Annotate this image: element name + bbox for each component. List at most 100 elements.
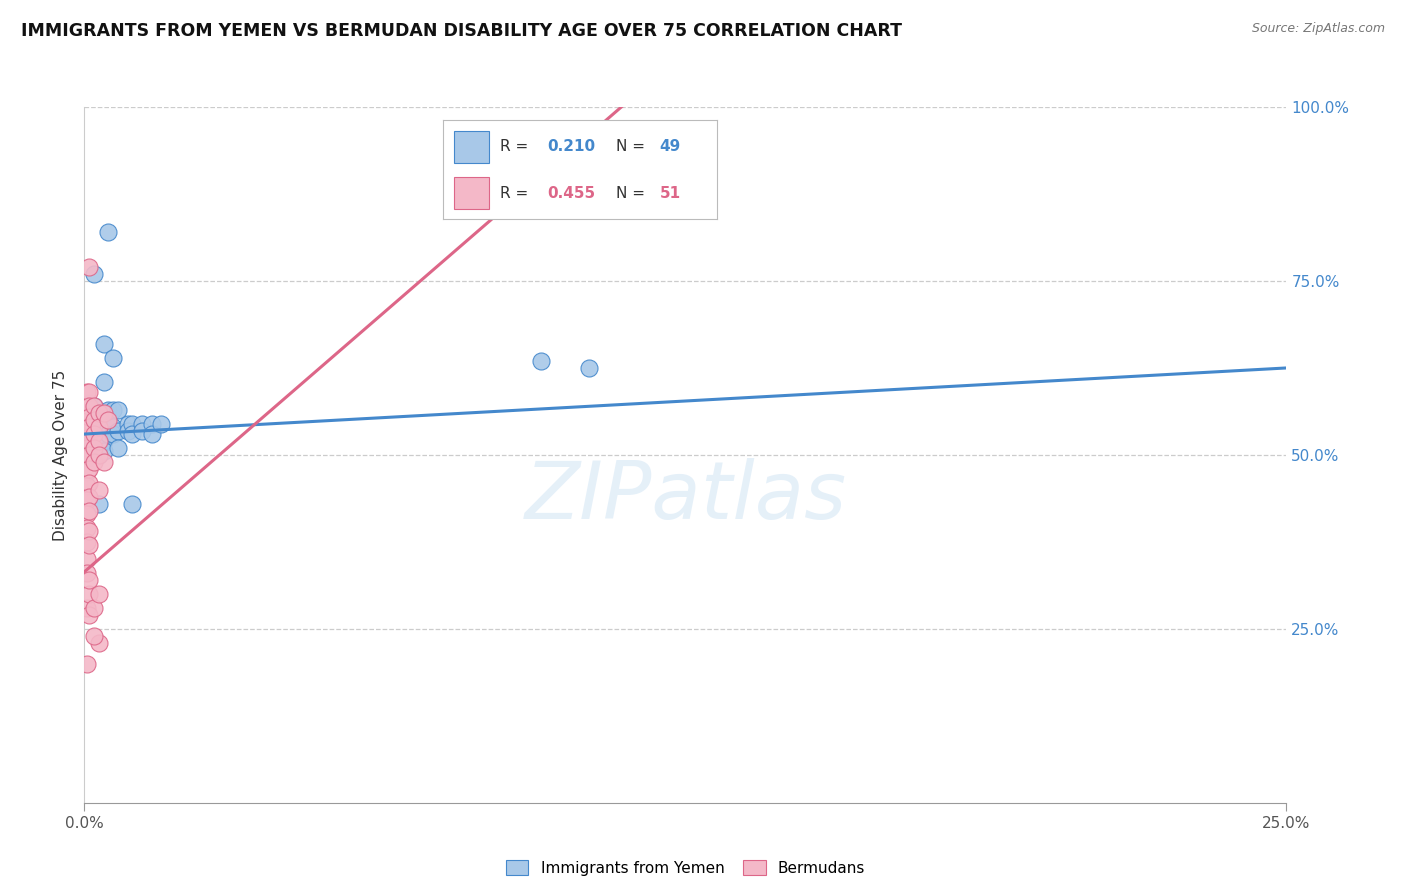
Point xyxy=(83,441,105,455)
Point xyxy=(77,503,100,517)
Point xyxy=(77,260,100,274)
Point xyxy=(103,402,125,417)
Text: Source: ZipAtlas.com: Source: ZipAtlas.com xyxy=(1251,22,1385,36)
Point xyxy=(83,399,105,413)
Point xyxy=(97,409,120,424)
Point xyxy=(83,267,105,281)
Point xyxy=(121,497,143,511)
FancyBboxPatch shape xyxy=(454,178,489,209)
Point xyxy=(93,444,115,458)
Point xyxy=(87,409,110,424)
Point xyxy=(76,451,98,466)
Point xyxy=(121,417,143,431)
Point xyxy=(107,402,129,417)
Text: IMMIGRANTS FROM YEMEN VS BERMUDAN DISABILITY AGE OVER 75 CORRELATION CHART: IMMIGRANTS FROM YEMEN VS BERMUDAN DISABI… xyxy=(21,22,903,40)
Point xyxy=(77,409,100,424)
Point xyxy=(83,427,105,442)
Point xyxy=(93,336,115,351)
Point xyxy=(77,420,100,434)
Point xyxy=(97,402,120,417)
Point xyxy=(121,427,143,442)
Point xyxy=(77,538,100,552)
Point xyxy=(77,396,100,410)
Point xyxy=(77,434,100,448)
Point xyxy=(76,399,98,413)
Point xyxy=(87,448,110,462)
Text: ZIPatlas: ZIPatlas xyxy=(524,458,846,536)
Point xyxy=(83,601,105,615)
Point xyxy=(77,399,100,413)
Text: N =: N = xyxy=(616,186,650,201)
Point xyxy=(93,424,115,438)
Point xyxy=(83,399,105,413)
FancyBboxPatch shape xyxy=(454,131,489,162)
Point xyxy=(76,521,98,535)
Point xyxy=(76,479,98,493)
Point xyxy=(77,607,100,622)
Point xyxy=(76,466,98,480)
Point xyxy=(76,493,98,508)
Point xyxy=(77,420,100,434)
Point xyxy=(76,413,98,427)
Point xyxy=(77,385,100,400)
Point xyxy=(131,424,153,438)
Y-axis label: Disability Age Over 75: Disability Age Over 75 xyxy=(53,369,69,541)
Point xyxy=(77,462,100,476)
Point xyxy=(87,497,110,511)
Point xyxy=(77,524,100,539)
Point xyxy=(77,434,100,448)
Point xyxy=(77,490,100,504)
Point xyxy=(131,417,153,431)
Point xyxy=(117,424,139,438)
Point xyxy=(578,360,600,375)
Text: N =: N = xyxy=(616,139,650,154)
Point xyxy=(77,475,100,490)
Point xyxy=(76,535,98,549)
Point xyxy=(103,427,125,442)
Point xyxy=(93,434,115,448)
Point xyxy=(76,385,98,400)
Point xyxy=(87,420,110,434)
Point xyxy=(93,455,115,469)
Text: R =: R = xyxy=(501,186,534,201)
Point xyxy=(107,441,129,455)
Point xyxy=(83,427,105,442)
Point xyxy=(83,455,105,469)
Point xyxy=(83,420,105,434)
Point xyxy=(530,354,553,368)
Point xyxy=(87,483,110,497)
Text: 0.210: 0.210 xyxy=(547,139,595,154)
Point xyxy=(76,601,98,615)
Point xyxy=(97,427,120,442)
Point xyxy=(77,409,100,424)
Point xyxy=(97,413,120,427)
Point xyxy=(117,417,139,431)
Point xyxy=(87,406,110,420)
Point xyxy=(76,552,98,566)
Point xyxy=(87,406,110,420)
Point xyxy=(76,507,98,521)
Point xyxy=(87,448,110,462)
Point xyxy=(83,413,105,427)
Point xyxy=(103,351,125,365)
Point xyxy=(77,587,100,601)
Point xyxy=(76,566,98,581)
Point xyxy=(76,420,98,434)
Point xyxy=(83,431,105,445)
Text: 51: 51 xyxy=(659,186,681,201)
Point xyxy=(103,420,125,434)
Point xyxy=(77,573,100,587)
Point xyxy=(77,427,100,442)
Point xyxy=(93,375,115,389)
Point xyxy=(76,431,98,445)
Text: 49: 49 xyxy=(659,139,681,154)
Point xyxy=(87,587,110,601)
Point xyxy=(87,636,110,650)
Point xyxy=(93,417,115,431)
Point xyxy=(87,441,110,455)
Legend: Immigrants from Yemen, Bermudans: Immigrants from Yemen, Bermudans xyxy=(499,855,872,882)
Point xyxy=(150,417,173,431)
Point xyxy=(141,427,163,442)
Point xyxy=(87,417,110,431)
Point xyxy=(97,420,120,434)
